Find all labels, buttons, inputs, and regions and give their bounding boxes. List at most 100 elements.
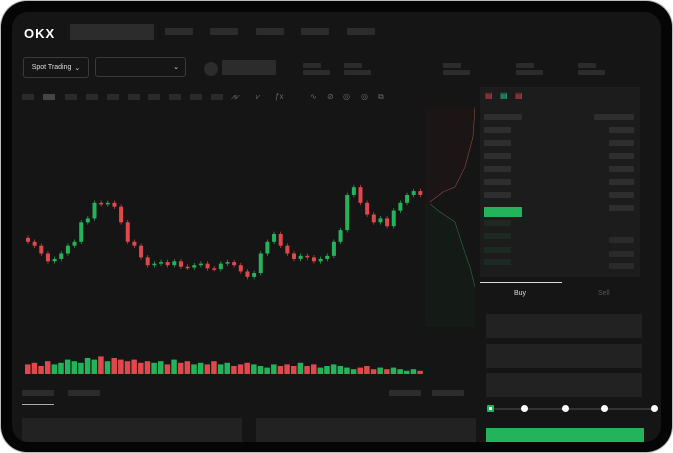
nav-item[interactable] bbox=[256, 28, 284, 35]
candle bbox=[165, 262, 170, 266]
volume-bar bbox=[317, 367, 324, 374]
bids-icon[interactable]: ▤ bbox=[500, 91, 508, 100]
timeframe-button[interactable] bbox=[148, 94, 160, 100]
volume-bar bbox=[277, 366, 284, 374]
spot-trading-label: Spot Trading bbox=[31, 64, 72, 71]
percent-slider[interactable] bbox=[487, 405, 658, 412]
volume-bar bbox=[64, 359, 71, 374]
chevron-down-icon: ⌄ bbox=[74, 64, 81, 72]
volume-bar bbox=[78, 362, 84, 374]
assets-panel bbox=[256, 418, 476, 442]
filter-button[interactable] bbox=[432, 390, 464, 396]
timeframe-button[interactable] bbox=[22, 94, 34, 100]
candle bbox=[65, 245, 70, 254]
volume-bar bbox=[204, 364, 211, 374]
asks-icon[interactable]: ▤ bbox=[515, 91, 523, 100]
stat-label bbox=[344, 63, 362, 68]
search-bar[interactable] bbox=[70, 24, 154, 40]
volume-bar bbox=[151, 362, 157, 374]
spot-trading-dropdown[interactable]: Spot Trading ⌄ bbox=[23, 57, 89, 78]
amount-input[interactable] bbox=[486, 344, 642, 368]
total-input[interactable] bbox=[486, 373, 642, 397]
volume-bar bbox=[350, 369, 357, 374]
tab-buy[interactable]: Buy bbox=[514, 290, 527, 297]
volume-bar bbox=[370, 369, 377, 374]
candle bbox=[92, 202, 97, 219]
camera-icon[interactable]: ◎ bbox=[343, 92, 350, 101]
slider-stop-50[interactable] bbox=[562, 405, 569, 412]
nav-item[interactable] bbox=[165, 28, 193, 35]
nav-item[interactable] bbox=[301, 28, 329, 35]
candle bbox=[26, 237, 30, 242]
slider-stop-75[interactable] bbox=[601, 405, 608, 412]
candle bbox=[358, 187, 363, 203]
chevron-down-icon: ⌄ bbox=[173, 64, 179, 71]
volume-bar bbox=[304, 366, 310, 374]
candle bbox=[119, 206, 124, 223]
volume-bar bbox=[324, 366, 330, 374]
buy-tab-underline bbox=[480, 282, 562, 283]
order-book: ▤ ▤ ▤ bbox=[480, 87, 640, 277]
candle bbox=[258, 253, 263, 273]
nav-item[interactable] bbox=[210, 28, 238, 35]
line-icon[interactable]: ∿ bbox=[310, 92, 317, 101]
candle bbox=[385, 218, 390, 227]
candle bbox=[159, 262, 163, 264]
bid-price bbox=[484, 220, 511, 226]
buy-submit-button[interactable] bbox=[486, 428, 644, 442]
pen-icon[interactable]: ⊘ bbox=[327, 92, 334, 101]
fx-icon[interactable]: ƒx bbox=[275, 92, 284, 101]
timeframe-button[interactable] bbox=[128, 94, 140, 100]
volume-bar bbox=[377, 367, 383, 374]
both-sides-icon[interactable]: ▤ bbox=[485, 91, 493, 100]
header-price bbox=[484, 114, 522, 120]
candle bbox=[112, 202, 117, 207]
indicator-icon[interactable]: ⩘⩗ bbox=[231, 92, 241, 101]
bid-price bbox=[484, 247, 511, 253]
ask-amount bbox=[609, 179, 634, 185]
candle bbox=[351, 187, 356, 195]
ask-price bbox=[484, 140, 511, 146]
timeframe-button[interactable] bbox=[43, 94, 55, 100]
indicator-icon[interactable]: ⩗ bbox=[256, 92, 261, 101]
candle bbox=[245, 271, 250, 277]
volume-bar bbox=[224, 362, 230, 374]
candle bbox=[145, 257, 150, 266]
volume-bar bbox=[25, 364, 31, 374]
slider-stop-100[interactable] bbox=[651, 405, 658, 412]
slider-stop-25[interactable] bbox=[521, 405, 528, 412]
volume-bar bbox=[177, 362, 184, 374]
ask-price bbox=[484, 192, 511, 198]
slider-handle[interactable] bbox=[487, 405, 494, 412]
volume-bar bbox=[84, 358, 91, 374]
candle bbox=[418, 191, 423, 195]
tab-open-orders[interactable] bbox=[22, 390, 54, 396]
timeframe-button[interactable] bbox=[169, 94, 181, 100]
filter-button[interactable] bbox=[389, 390, 421, 396]
coin-icon bbox=[204, 62, 218, 76]
stat-label bbox=[443, 63, 461, 68]
timeframe-button[interactable] bbox=[190, 94, 202, 100]
tab-history[interactable] bbox=[68, 390, 100, 396]
volume-bar bbox=[197, 362, 204, 374]
tab-sell[interactable]: Sell bbox=[598, 290, 610, 297]
volume-bar bbox=[404, 370, 410, 374]
timeframe-button[interactable] bbox=[86, 94, 98, 100]
volume-bar bbox=[51, 364, 58, 374]
candle bbox=[305, 255, 310, 258]
pair-select[interactable]: ⌄ bbox=[95, 57, 186, 77]
nav-item[interactable] bbox=[347, 28, 375, 35]
settings-icon[interactable]: ◎ bbox=[361, 92, 368, 101]
timeframe-button[interactable] bbox=[65, 94, 77, 100]
volume-bar bbox=[71, 361, 78, 374]
okx-logo: OKX bbox=[24, 26, 56, 41]
ask-price bbox=[484, 153, 511, 159]
timeframe-button[interactable] bbox=[107, 94, 119, 100]
price-input[interactable] bbox=[486, 314, 642, 338]
timeframe-button[interactable] bbox=[211, 94, 223, 100]
fullscreen-icon[interactable]: ⧉ bbox=[378, 92, 384, 101]
candlestick-chart[interactable] bbox=[12, 107, 432, 407]
volume-bar bbox=[138, 362, 144, 374]
volume-bar bbox=[297, 362, 304, 374]
